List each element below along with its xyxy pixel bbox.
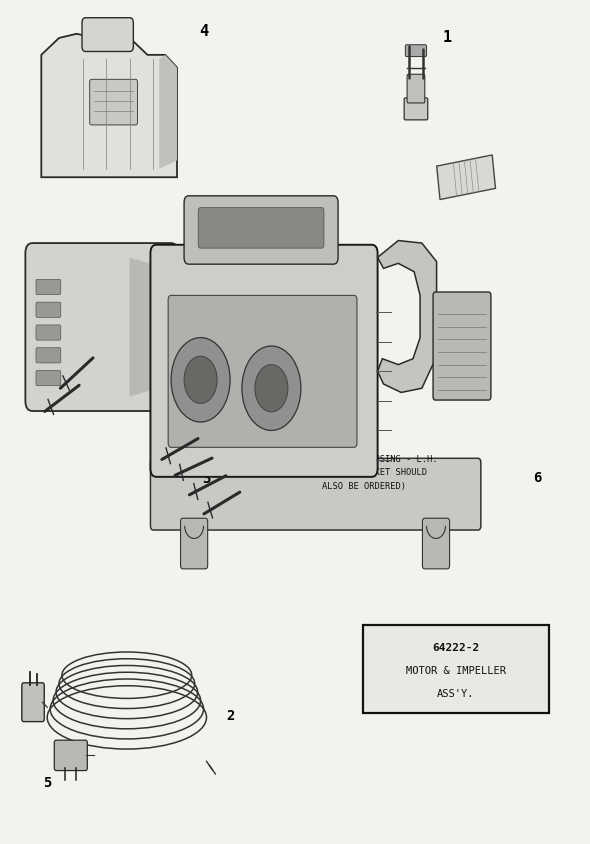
FancyBboxPatch shape <box>36 302 61 317</box>
Text: 5: 5 <box>43 776 51 790</box>
Text: 3: 3 <box>97 381 106 395</box>
Text: (57352 GASKET SHOULD: (57352 GASKET SHOULD <box>46 268 151 276</box>
Text: (57352 GASKET SHOULD: (57352 GASKET SHOULD <box>322 468 427 477</box>
Polygon shape <box>378 241 437 392</box>
Polygon shape <box>168 283 204 371</box>
Polygon shape <box>129 257 171 397</box>
FancyBboxPatch shape <box>150 458 481 530</box>
FancyBboxPatch shape <box>54 740 87 771</box>
Text: 54216-3 HOUSING - R.H.: 54216-3 HOUSING - R.H. <box>46 254 162 262</box>
Circle shape <box>184 356 217 403</box>
Text: ALSO BE ORDERED): ALSO BE ORDERED) <box>322 482 405 490</box>
FancyBboxPatch shape <box>407 74 425 103</box>
FancyBboxPatch shape <box>22 683 44 722</box>
FancyBboxPatch shape <box>90 79 137 125</box>
FancyBboxPatch shape <box>36 371 61 386</box>
Circle shape <box>170 311 194 344</box>
Text: 1: 1 <box>442 30 452 46</box>
Polygon shape <box>159 55 177 169</box>
Polygon shape <box>41 34 177 177</box>
FancyBboxPatch shape <box>82 18 133 51</box>
Text: 4: 4 <box>199 24 208 39</box>
Text: 64222-2: 64222-2 <box>432 642 480 652</box>
Text: 6: 6 <box>31 268 40 282</box>
Text: 2: 2 <box>226 709 234 722</box>
Text: ALSO BE ORDERED): ALSO BE ORDERED) <box>46 281 130 289</box>
FancyBboxPatch shape <box>405 45 427 57</box>
FancyBboxPatch shape <box>25 243 178 411</box>
FancyBboxPatch shape <box>36 348 61 363</box>
Text: 6: 6 <box>533 471 541 484</box>
Text: 3: 3 <box>202 473 211 486</box>
Text: eReplacementParts.com: eReplacementParts.com <box>224 453 366 467</box>
FancyBboxPatch shape <box>422 518 450 569</box>
FancyBboxPatch shape <box>184 196 338 264</box>
FancyBboxPatch shape <box>198 208 324 248</box>
FancyBboxPatch shape <box>181 518 208 569</box>
Text: ASS'Y.: ASS'Y. <box>437 689 474 699</box>
Circle shape <box>171 338 230 422</box>
FancyBboxPatch shape <box>36 325 61 340</box>
Circle shape <box>255 365 288 412</box>
FancyBboxPatch shape <box>36 279 61 295</box>
FancyBboxPatch shape <box>404 98 428 120</box>
Text: MOTOR & IMPELLER: MOTOR & IMPELLER <box>406 666 506 676</box>
Polygon shape <box>437 155 496 199</box>
FancyBboxPatch shape <box>168 295 357 447</box>
FancyBboxPatch shape <box>150 245 378 477</box>
Bar <box>363 625 549 713</box>
FancyBboxPatch shape <box>433 292 491 400</box>
Text: 54215-3 HOUSING - L.H.: 54215-3 HOUSING - L.H. <box>322 455 437 463</box>
Circle shape <box>242 346 301 430</box>
